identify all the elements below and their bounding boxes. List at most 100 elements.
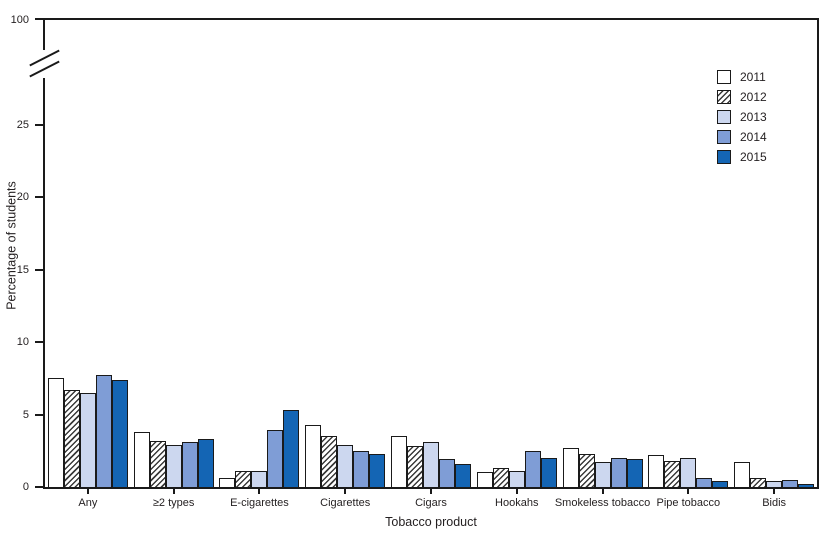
bar-2014 bbox=[181, 442, 198, 487]
y-tick-label: 15 bbox=[16, 263, 29, 276]
bar-group bbox=[388, 436, 474, 487]
bar-2014 bbox=[267, 430, 284, 487]
x-tick bbox=[344, 489, 347, 494]
bar-2015 bbox=[283, 410, 300, 487]
bar-2013 bbox=[594, 462, 611, 487]
bar-2013 bbox=[508, 471, 525, 487]
bar-2011 bbox=[648, 455, 665, 487]
bar-2013 bbox=[251, 471, 268, 487]
y-tick-label: 0 bbox=[22, 481, 29, 493]
x-tick bbox=[430, 489, 432, 494]
bar-2015 bbox=[197, 439, 214, 487]
bar-2013 bbox=[423, 442, 440, 487]
x-tick bbox=[258, 489, 261, 494]
bar-2011 bbox=[734, 462, 751, 487]
category-label: Cigarettes bbox=[320, 497, 371, 509]
bar-2014 bbox=[439, 459, 456, 487]
bar-groups bbox=[45, 20, 817, 487]
bar-2015 bbox=[712, 481, 729, 487]
y-axis-break bbox=[40, 50, 50, 78]
legend-label: 2014 bbox=[740, 130, 767, 144]
category-label: E-cigarettes bbox=[230, 497, 289, 509]
category-label: Any bbox=[78, 497, 98, 509]
legend-item: 2012 bbox=[717, 90, 767, 104]
legend-label: 2011 bbox=[740, 70, 766, 84]
y-tick-label: 100 bbox=[10, 14, 29, 26]
bar-2015 bbox=[369, 454, 386, 487]
bar-2012 bbox=[492, 468, 509, 487]
bar-group bbox=[645, 455, 731, 487]
bar-group bbox=[731, 462, 817, 487]
y-tick bbox=[35, 123, 43, 126]
bar-2011 bbox=[476, 472, 493, 487]
x-tick bbox=[773, 489, 776, 494]
x-tick bbox=[687, 489, 690, 494]
bar-2014 bbox=[95, 375, 112, 487]
y-tick bbox=[35, 486, 43, 488]
legend-label: 2012 bbox=[740, 90, 767, 104]
legend-swatch bbox=[717, 110, 731, 124]
category-label: Hookahs bbox=[495, 497, 539, 509]
legend: 2011 2012 2013 2014 2015 bbox=[717, 70, 767, 164]
bar-2014 bbox=[782, 480, 799, 487]
y-tick-label: 25 bbox=[16, 118, 29, 131]
y-tick bbox=[35, 196, 43, 198]
bar-2013 bbox=[79, 393, 96, 487]
legend-label: 2013 bbox=[740, 110, 767, 124]
bar-2011 bbox=[219, 478, 236, 487]
bar-2012 bbox=[321, 436, 338, 487]
y-tick bbox=[35, 268, 43, 271]
category-label: ≥2 types bbox=[152, 497, 195, 509]
y-tick-label: 20 bbox=[16, 191, 29, 203]
category-label: Cigars bbox=[415, 497, 447, 509]
x-tick bbox=[86, 489, 89, 494]
bar-2011 bbox=[47, 378, 64, 487]
legend-item: 2011 bbox=[717, 70, 767, 84]
bar-2015 bbox=[798, 484, 815, 487]
legend-swatch bbox=[717, 130, 731, 144]
bar-2014 bbox=[524, 451, 541, 487]
bar-2012 bbox=[63, 390, 80, 487]
bar-2012 bbox=[578, 454, 595, 487]
legend-item: 2015 bbox=[717, 150, 767, 164]
y-tick bbox=[35, 18, 43, 20]
bar-group bbox=[45, 375, 131, 487]
x-tick bbox=[601, 489, 604, 494]
bar-group bbox=[217, 410, 303, 487]
bar-2012 bbox=[664, 461, 681, 487]
bar-2014 bbox=[610, 458, 627, 487]
bar-2011 bbox=[391, 436, 408, 487]
bar-2011 bbox=[133, 432, 150, 487]
bar-2015 bbox=[111, 380, 128, 487]
y-tick bbox=[35, 413, 43, 416]
bar-2012 bbox=[407, 446, 424, 487]
x-tick bbox=[515, 489, 518, 494]
legend-label: 2015 bbox=[740, 150, 767, 164]
category-label: Pipe tobacco bbox=[656, 497, 721, 509]
x-tick bbox=[172, 489, 175, 494]
legend-swatch bbox=[717, 70, 731, 84]
legend-swatch bbox=[717, 150, 731, 164]
legend-item: 2014 bbox=[717, 130, 767, 144]
bar-2012 bbox=[235, 471, 252, 487]
bar-group bbox=[474, 451, 560, 487]
bar-2012 bbox=[750, 478, 767, 487]
bar-2014 bbox=[696, 478, 713, 487]
y-tick bbox=[35, 341, 43, 343]
bar-2015 bbox=[626, 459, 643, 487]
bar-2015 bbox=[455, 464, 472, 487]
bar-2015 bbox=[540, 458, 557, 487]
legend-item: 2013 bbox=[717, 110, 767, 124]
bar-2012 bbox=[149, 441, 166, 487]
bar-2013 bbox=[165, 445, 182, 487]
y-tick-label: 10 bbox=[16, 336, 29, 348]
bar-group bbox=[131, 432, 217, 487]
bar-2014 bbox=[353, 451, 370, 487]
legend-swatch bbox=[717, 90, 731, 104]
bar-group bbox=[560, 448, 646, 487]
category-label: Bidis bbox=[762, 497, 787, 509]
category-label: Smokeless tobacco bbox=[554, 497, 651, 509]
bar-group bbox=[302, 425, 388, 487]
x-axis-title: Tobacco product bbox=[385, 515, 477, 529]
